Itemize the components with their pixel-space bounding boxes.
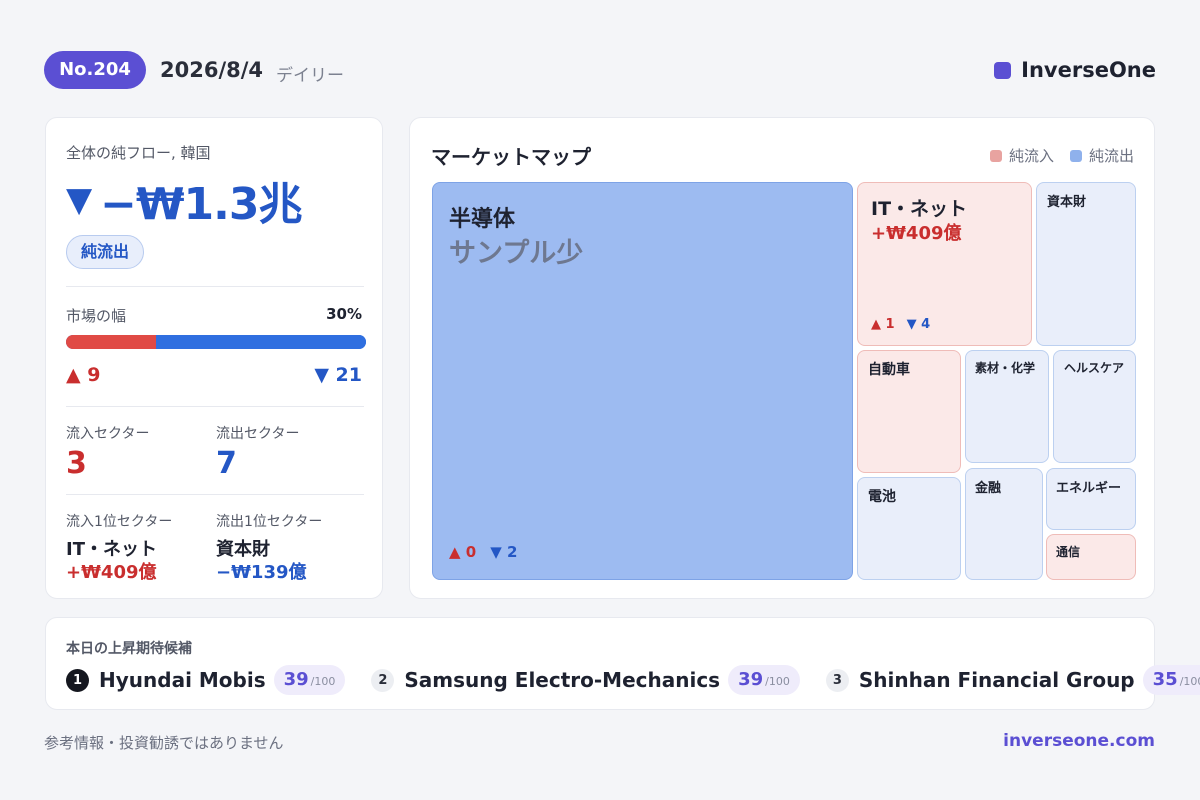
summary-label: 全体の純フロー, 韓国 [66, 144, 211, 162]
brand-name: InverseOne [1021, 58, 1156, 82]
sector-name: IT・ネット [871, 198, 968, 220]
brand-logo-icon [994, 61, 1012, 79]
outflow-swatch-icon [1069, 149, 1082, 162]
rank-badge: 3 [825, 668, 849, 692]
inflow-sectors-label: 流入セクター [66, 426, 150, 442]
candidate-score: 39 /100 [273, 665, 346, 695]
sector-up-count: ▲ 1 [871, 317, 895, 332]
sector-tile-finance[interactable]: 金融 [965, 468, 1043, 580]
top-inflow-value: +₩409億 [66, 562, 157, 583]
sector-up-count: ▲ 0 [449, 543, 477, 561]
top-outflow-label: 流出1位セクター [216, 514, 323, 530]
site-link[interactable]: inverseone.com [1003, 731, 1155, 751]
candidate-name: Samsung Electro-Mechanics [404, 668, 721, 692]
top-inflow-sector: IT・ネット [66, 539, 157, 560]
disclaimer: 参考情報・投資勧誘ではありません [44, 734, 284, 752]
rank-badge: 2 [371, 668, 395, 692]
sector-down-count: ▼ 4 [906, 317, 931, 332]
total-net-flow: ▼ −₩1.3兆 [66, 170, 303, 230]
breadth-label: 市場の幅 [66, 307, 127, 325]
score-max: /100 [310, 675, 336, 688]
sector-counts: ▲ 0 ▼ 2 [449, 543, 517, 561]
sector-name: 電池 [868, 489, 896, 505]
top-outflow-sector: 資本財 [216, 539, 270, 560]
sector-name: 資本財 [1047, 195, 1087, 210]
decliners-count: ▼ 21 [314, 364, 362, 386]
breadth-bar-down-fill [156, 335, 366, 349]
issue-badge: No.204 [44, 51, 146, 89]
rank-badge: 1 [66, 668, 89, 692]
outflow-sectors-count: 7 [216, 446, 237, 481]
sector-tile-battery[interactable]: 電池 [857, 477, 961, 580]
sector-tile-auto[interactable]: 自動車 [857, 350, 961, 473]
sector-tile-telecom[interactable]: 通信 [1046, 534, 1136, 580]
breadth-bar-up-fill [66, 335, 156, 349]
outflow-sectors-label: 流出セクター [216, 426, 300, 442]
header: No.204 2026/8/4 デイリー InverseOne [44, 51, 1156, 91]
market-map-card: マーケットマップ 純流入 純流出 半導体 サンプル少 ▲ 0 ▼ 2 IT・ネッ… [409, 117, 1155, 599]
top-inflow-label: 流入1位セクター [66, 514, 173, 530]
legend-outflow: 純流出 [1069, 145, 1134, 166]
sector-tile-it-net[interactable]: IT・ネット +₩409億 ▲ 1 ▼ 4 [857, 182, 1032, 346]
sector-tile-healthcare[interactable]: ヘルスケア [1053, 350, 1136, 463]
breadth-bar [66, 335, 366, 349]
sector-tile-energy[interactable]: エネルギー [1046, 468, 1136, 530]
report-period: デイリー [276, 66, 344, 86]
divider [66, 406, 364, 407]
divider [66, 494, 364, 495]
sector-name: 通信 [1056, 545, 1081, 559]
sector-name: 素材・化学 [975, 361, 1036, 375]
legend-outflow-label: 純流出 [1088, 147, 1134, 165]
low-sample-note: サンプル少 [449, 238, 584, 269]
candidate-item[interactable]: 2 Samsung Electro-Mechanics 39 /100 [371, 665, 800, 695]
sector-name: エネルギー [1056, 481, 1122, 496]
candidate-name: Shinhan Financial Group [858, 668, 1135, 692]
down-arrow-icon: ▼ [66, 180, 93, 220]
market-map-title: マーケットマップ [431, 145, 591, 169]
inflow-swatch-icon [989, 149, 1002, 162]
sector-net-flow: +₩409億 [871, 223, 962, 244]
legend-inflow: 純流入 [989, 145, 1054, 166]
candidates-title: 本日の上昇期待候補 [66, 641, 192, 657]
total-net-flow-value: −₩1.3兆 [100, 179, 302, 230]
candidates-card: 本日の上昇期待候補 1 Hyundai Mobis 39 /100 2 Sams… [45, 617, 1200, 710]
sector-name: ヘルスケア [1064, 361, 1125, 375]
breadth-percent: 30% [326, 305, 362, 323]
candidate-score: 39 /100 [728, 665, 800, 695]
score-max: /100 [765, 675, 790, 688]
sector-name: 半導体 [449, 207, 516, 232]
top-outflow-value: −₩139億 [216, 562, 307, 583]
candidate-name: Hyundai Mobis [99, 668, 266, 692]
map-legend: 純流入 純流出 [982, 145, 1134, 166]
candidate-score: 35 /100 [1142, 665, 1200, 695]
candidate-item[interactable]: 1 Hyundai Mobis 39 /100 [66, 665, 346, 695]
sector-name: 金融 [975, 481, 1002, 496]
legend-inflow-label: 純流入 [1008, 147, 1054, 165]
status-badge: 純流出 [66, 235, 145, 269]
score-max: /100 [1179, 675, 1200, 688]
sector-counts: ▲ 1 ▼ 4 [871, 317, 930, 332]
brand: InverseOne [994, 58, 1156, 82]
score-value: 39 [738, 669, 764, 690]
sector-tile-capital-goods[interactable]: 資本財 [1036, 182, 1136, 346]
inflow-sectors-count: 3 [66, 446, 87, 481]
advancers-count: ▲ 9 [66, 364, 101, 386]
divider [66, 286, 364, 287]
sector-down-count: ▼ 2 [490, 543, 518, 561]
sector-name: 自動車 [868, 362, 910, 378]
report-date: 2026/8/4 [160, 58, 264, 82]
candidates-list: 1 Hyundai Mobis 39 /100 2 Samsung Electr… [66, 665, 1200, 695]
score-value: 39 [283, 669, 309, 690]
score-value: 35 [1152, 669, 1178, 690]
flow-summary-card: 全体の純フロー, 韓国 ▼ −₩1.3兆 純流出 市場の幅 30% ▲ 9 ▼ … [45, 117, 383, 599]
candidate-item[interactable]: 3 Shinhan Financial Group 35 /100 [825, 665, 1200, 695]
sector-tile-semiconductor[interactable]: 半導体 サンプル少 ▲ 0 ▼ 2 [432, 182, 853, 580]
sector-tile-materials[interactable]: 素材・化学 [965, 350, 1049, 463]
